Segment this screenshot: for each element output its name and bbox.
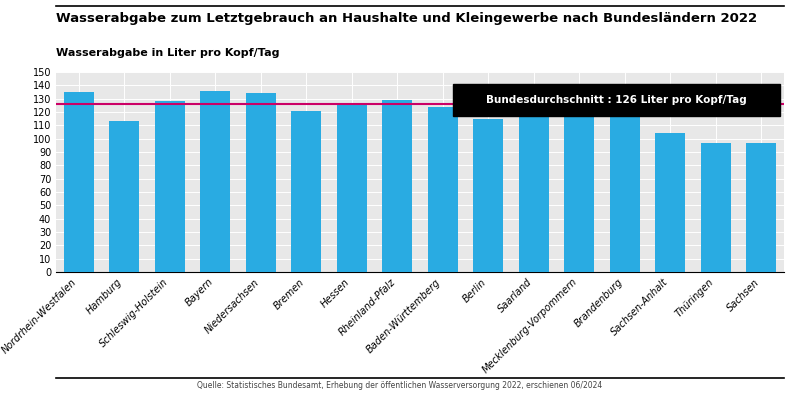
Bar [610,113,639,272]
Bar [155,101,185,272]
Bar [428,107,458,272]
Text: Quelle: Statistisches Bundesamt, Erhebung der öffentlichen Wasserversorgung 2022: Quelle: Statistisches Bundesamt, Erhebun… [198,381,602,390]
Bar [519,109,549,272]
Text: Wasserabgabe in Liter pro Kopf/Tag: Wasserabgabe in Liter pro Kopf/Tag [56,48,279,58]
Bar [746,143,776,272]
Bar [201,91,230,272]
Bar [246,93,275,272]
Bar [291,111,321,272]
Text: Bundesdurchschnitt : 126 Liter pro Kopf/Tag: Bundesdurchschnitt : 126 Liter pro Kopf/… [486,95,747,105]
Bar [110,121,139,272]
Bar [382,100,412,272]
Bar [655,133,685,272]
FancyBboxPatch shape [453,84,780,116]
Bar [64,92,94,272]
Bar [474,119,503,272]
Bar [565,117,594,272]
Text: Wasserabgabe zum Letztgebrauch an Haushalte und Kleingewerbe nach Bundesländern : Wasserabgabe zum Letztgebrauch an Hausha… [56,12,757,25]
Bar [701,143,730,272]
Bar [337,104,366,272]
